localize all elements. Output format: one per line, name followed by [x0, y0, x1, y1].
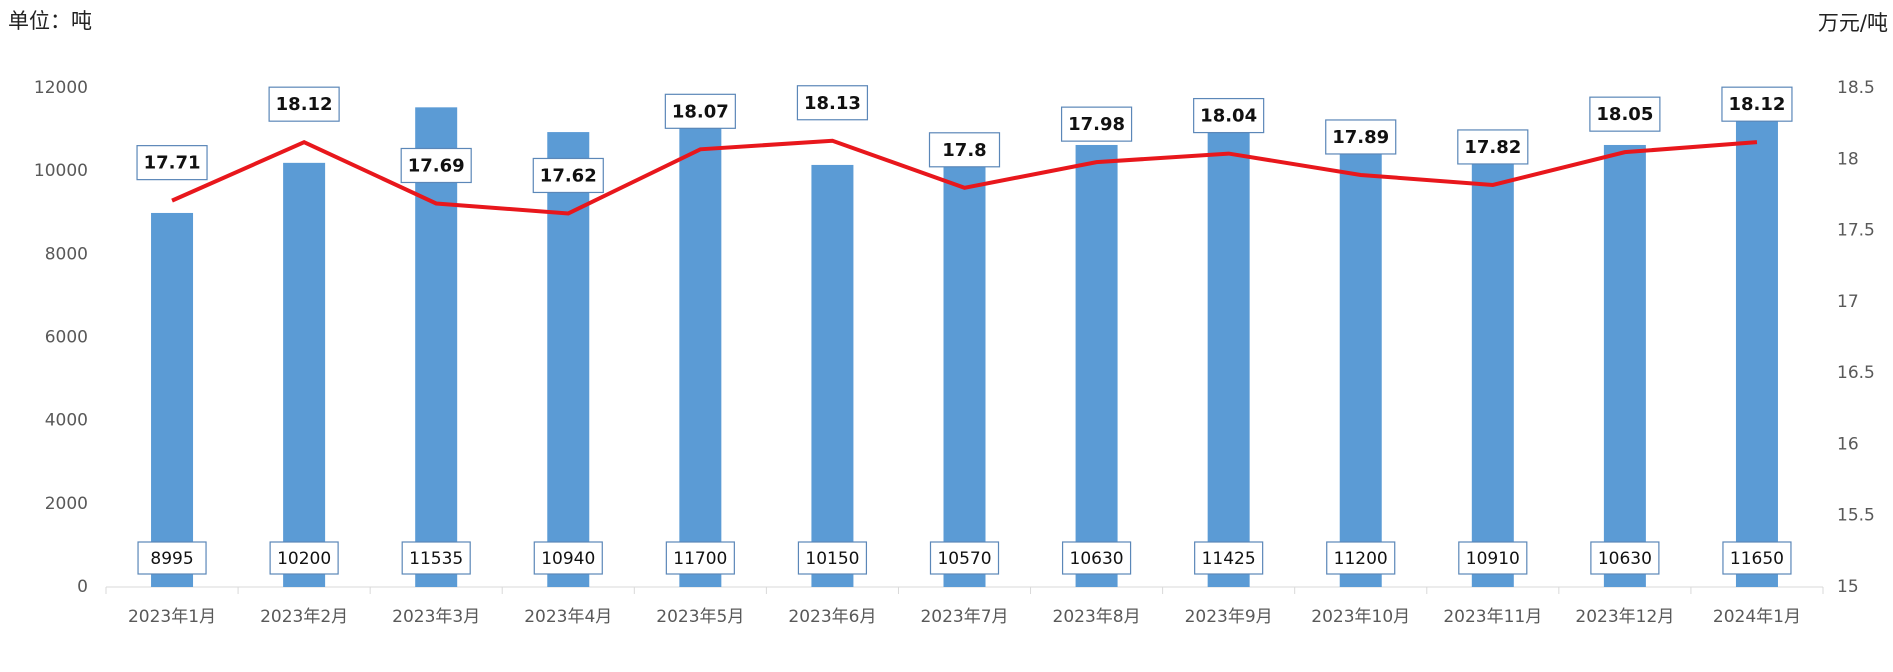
bar-value-label: 10940	[541, 549, 595, 569]
line-value-label: 18.05	[1596, 104, 1653, 125]
label-box	[1060, 106, 1133, 142]
y2-tick-label: 17.5	[1837, 221, 1875, 241]
label-box	[1721, 86, 1793, 122]
bar-value-label: 10200	[277, 549, 331, 569]
label-box	[269, 541, 339, 575]
bar-value-label: 10150	[805, 549, 859, 569]
line-value-label: 18.12	[1728, 94, 1785, 115]
y2-tick-label: 16	[1837, 434, 1859, 454]
y2-tick-label: 15.5	[1837, 506, 1875, 526]
x-tick-label: 2023年11月	[1443, 607, 1542, 627]
bar	[1735, 102, 1778, 587]
label-box	[928, 132, 1001, 168]
label-box	[136, 145, 208, 181]
label-box	[1061, 541, 1132, 575]
label-box	[1589, 96, 1661, 132]
y-tick-label: 10000	[34, 161, 88, 181]
label-box	[1458, 541, 1528, 575]
line-value-label: 18.04	[1200, 106, 1257, 127]
x-tick-label: 2023年5月	[656, 607, 744, 627]
bar-value-label: 11425	[1202, 549, 1256, 569]
y-tick-label: 2000	[45, 494, 88, 514]
x-tick-label: 2023年2月	[260, 607, 348, 627]
label-box	[664, 93, 736, 129]
line-value-label: 18.07	[672, 101, 729, 122]
label-box	[533, 541, 603, 575]
bar	[1603, 144, 1646, 587]
bar-value-label: 10570	[937, 549, 991, 569]
bar	[943, 147, 986, 587]
label-box	[929, 541, 1000, 575]
label-box	[400, 147, 472, 184]
bar	[1207, 111, 1250, 588]
x-tick-label: 2024年1月	[1713, 607, 1801, 627]
x-tick-label: 2023年10月	[1311, 607, 1410, 627]
line-value-label: 17.82	[1464, 137, 1521, 158]
y-tick-label: 8000	[45, 244, 88, 264]
y-tick-label: 6000	[45, 328, 88, 348]
bar-value-label: 10630	[1598, 549, 1652, 569]
bar	[1471, 133, 1514, 587]
bar-value-label: 8995	[150, 549, 193, 569]
x-tick-label: 2023年1月	[128, 607, 216, 627]
bar	[1339, 121, 1382, 588]
y2-tick-label: 16.5	[1837, 363, 1875, 383]
line-value-label: 18.12	[276, 94, 333, 115]
label-box	[1194, 541, 1264, 575]
line-value-label: 17.98	[1068, 114, 1125, 135]
bar-value-label: 10910	[1466, 549, 1520, 569]
y-tick-label: 12000	[34, 78, 88, 98]
x-tick-label: 2023年7月	[920, 607, 1008, 627]
label-box	[1325, 119, 1397, 155]
label-box	[1326, 541, 1396, 575]
line-value-label: 17.62	[540, 165, 597, 186]
y2-tick-label: 17	[1837, 292, 1859, 312]
bar	[1075, 144, 1118, 587]
label-box	[796, 85, 869, 121]
label-box	[1457, 129, 1529, 165]
y-tick-label: 4000	[45, 411, 88, 431]
label-box	[268, 86, 340, 122]
bar	[151, 212, 194, 587]
label-box	[797, 541, 868, 575]
bar-value-label: 11700	[673, 549, 727, 569]
label-box	[532, 157, 604, 194]
line-value-label: 17.69	[408, 155, 465, 176]
label-box	[1722, 541, 1792, 575]
line-value-label: 17.71	[144, 153, 201, 174]
bar	[415, 107, 458, 588]
y2-unit: 万元/吨	[1818, 11, 1888, 35]
label-box	[1193, 97, 1265, 134]
bar	[283, 162, 326, 587]
bar-value-label: 11535	[409, 549, 463, 569]
x-tick-label: 2023年8月	[1053, 607, 1141, 627]
y2-tick-label: 15	[1837, 577, 1859, 597]
bar	[547, 132, 590, 587]
y-unit: 单位：吨	[8, 9, 92, 33]
label-box	[137, 541, 207, 575]
x-tick-label: 2023年6月	[788, 607, 876, 627]
line-value-label: 18.13	[804, 93, 861, 114]
label-box	[401, 541, 471, 575]
bar	[811, 164, 854, 587]
y2-tick-label: 18	[1837, 149, 1859, 169]
y-tick-label: 0	[77, 577, 88, 597]
bar-value-label: 11200	[1334, 549, 1388, 569]
line-value-label: 17.89	[1332, 127, 1389, 148]
x-tick-label: 2023年4月	[524, 607, 612, 627]
bar-value-label: 11650	[1730, 549, 1784, 569]
x-tick-label: 2023年12月	[1575, 607, 1674, 627]
line	[171, 138, 1758, 216]
x-tick-label: 2023年3月	[392, 607, 480, 627]
y2-tick-label: 18.5	[1837, 78, 1875, 98]
label-box	[665, 541, 735, 575]
label-box	[1590, 541, 1660, 575]
bar	[679, 100, 722, 587]
line-value-label: 17.8	[942, 140, 986, 161]
x-tick-label: 2023年9月	[1185, 607, 1273, 627]
bar-value-label: 10630	[1070, 549, 1124, 569]
